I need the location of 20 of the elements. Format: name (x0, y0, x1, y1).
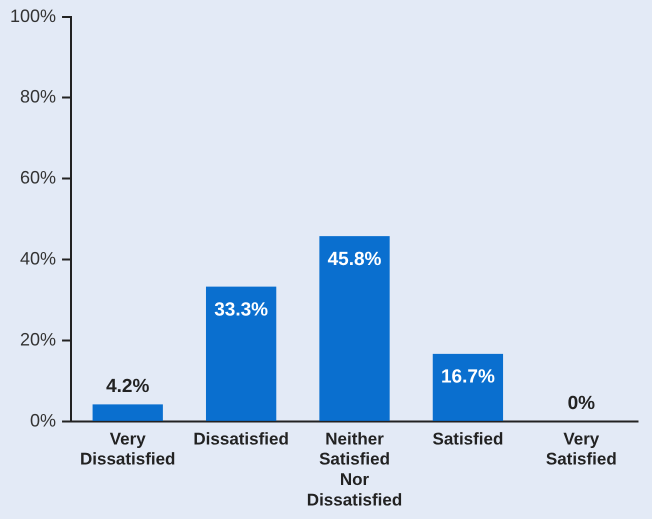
data-label: 45.8% (328, 248, 382, 270)
data-label: 0% (568, 393, 596, 414)
bar (92, 404, 163, 421)
y-tick-label: 20% (20, 329, 56, 350)
bar (432, 354, 504, 421)
y-tick-label: 80% (20, 86, 56, 107)
bar (319, 236, 390, 421)
data-label: 4.2% (106, 376, 150, 398)
bar (206, 286, 276, 421)
x-tick-label: Very Satisfied (546, 429, 617, 469)
data-label: 16.7% (440, 366, 495, 388)
x-tick-label: Very Dissatisfied (80, 429, 176, 469)
x-tick-label: Satisfied (432, 429, 504, 448)
y-tick-label: 100% (10, 6, 56, 26)
x-tick-label: Dissatisfied (193, 429, 289, 448)
y-tick-label: 40% (20, 248, 56, 269)
y-tick-label: 60% (20, 168, 56, 188)
data-label: 33.3% (214, 299, 268, 320)
x-tick-label: Neither Satisfied Nor Dissatisfied (306, 429, 402, 510)
y-tick-label: 0% (30, 410, 56, 430)
